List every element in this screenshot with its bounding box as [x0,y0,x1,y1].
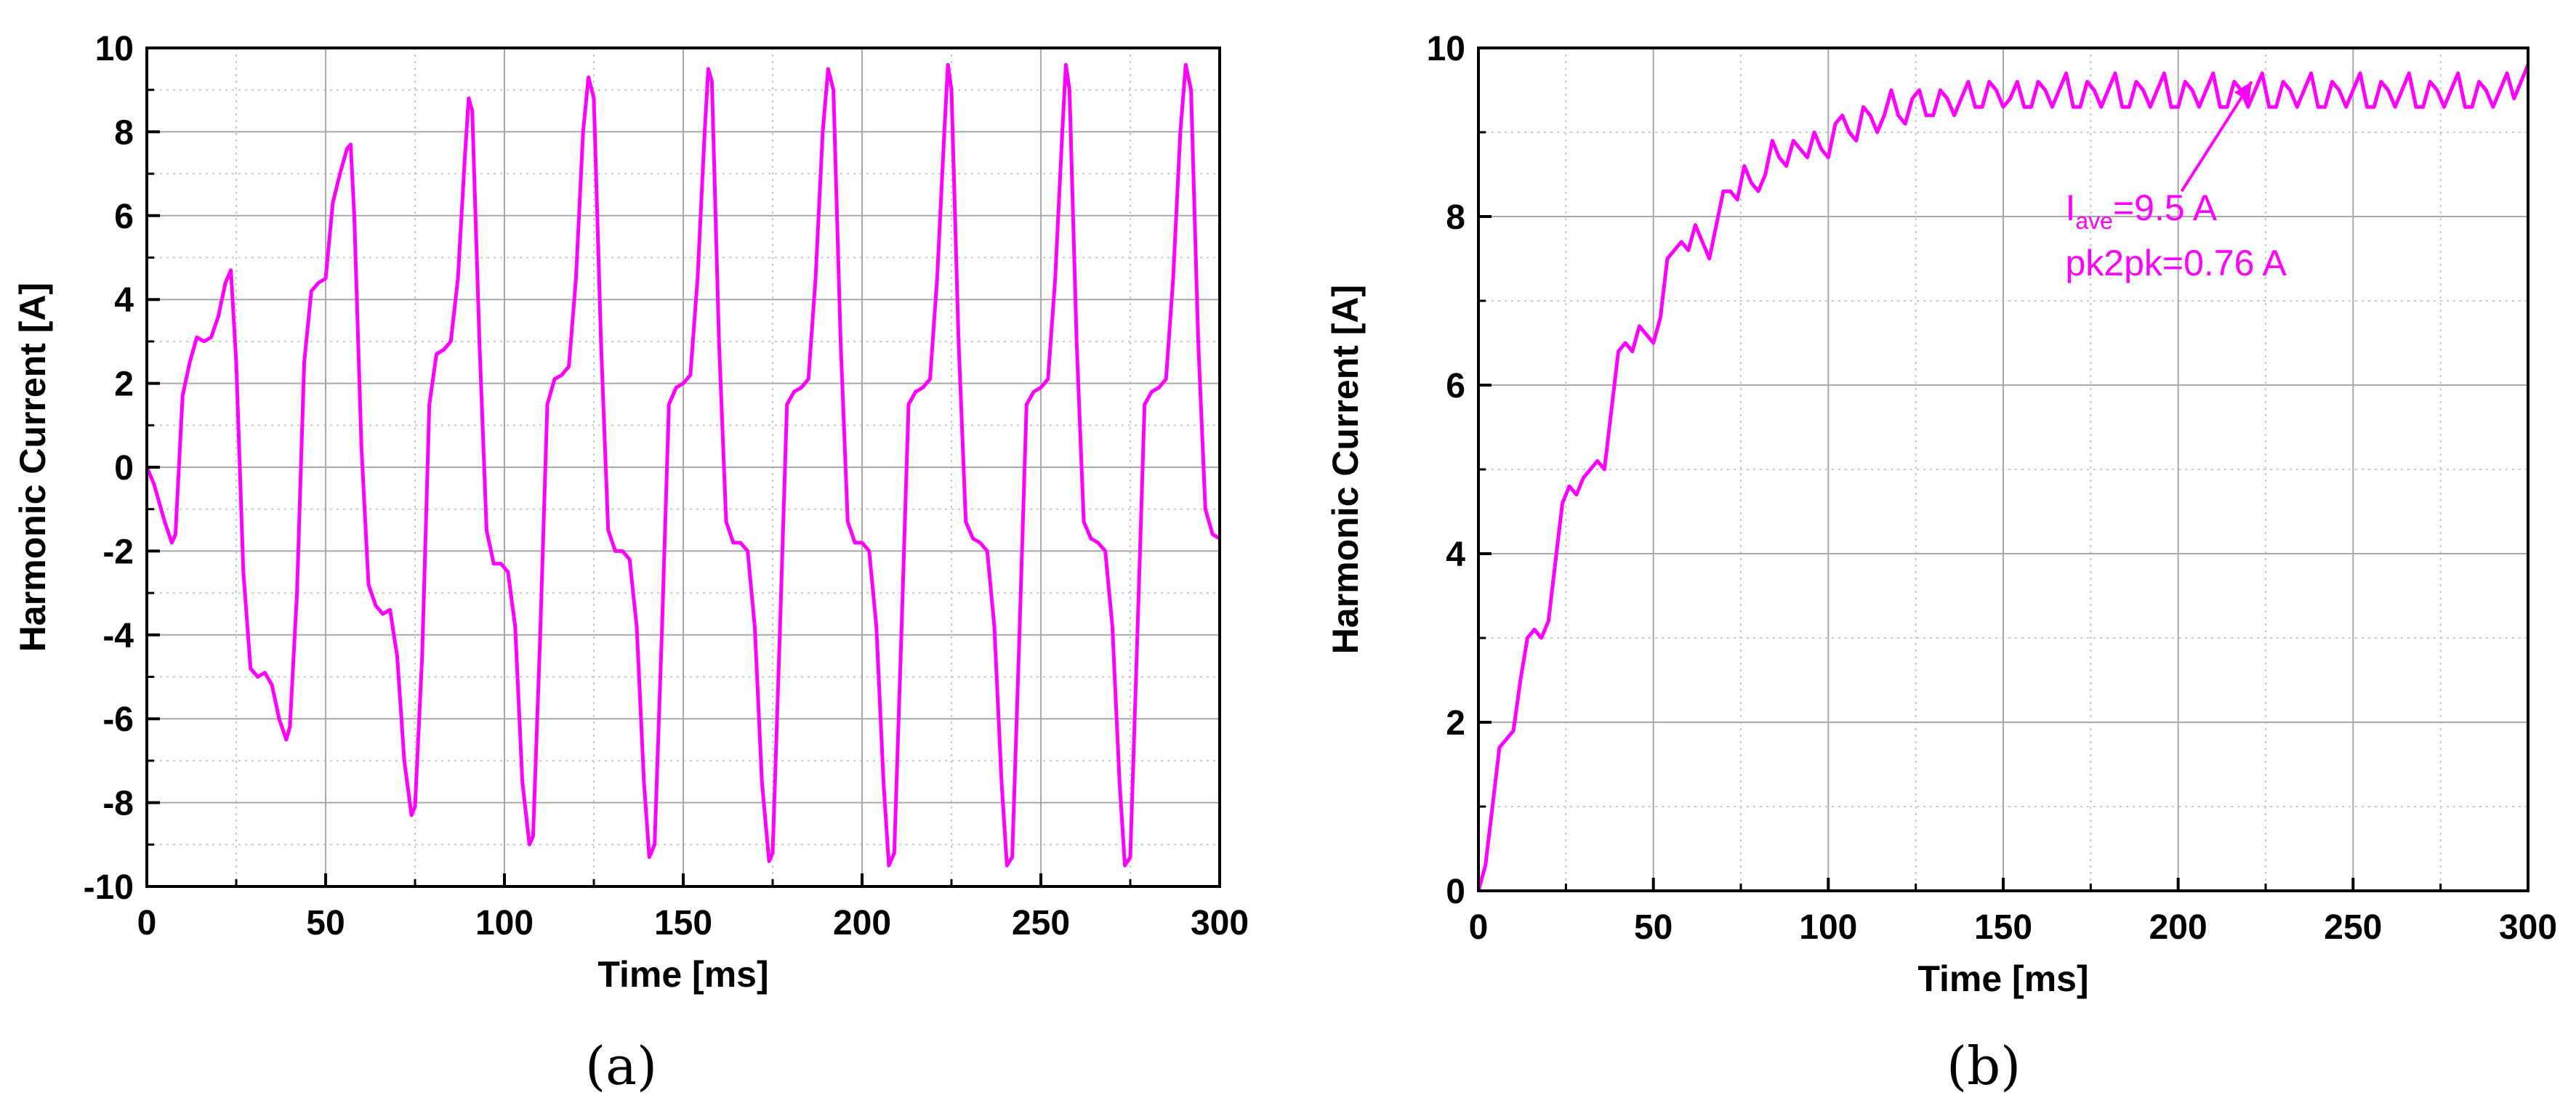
y-tick-label: 10 [1427,30,1465,68]
x-tick-label: 300 [1191,904,1249,942]
y-tick-label: 6 [1446,367,1465,405]
y-tick-label: -2 [102,533,134,571]
major-gridlines [147,48,1220,886]
y-tick-label: 6 [114,198,134,236]
y-tick-label: 8 [114,113,134,152]
x-ticks: 0 50 100 150 200 250 300 [137,873,1249,942]
x-axis-title: Time [ms] [597,954,768,995]
y-tick-label: 4 [114,281,134,320]
annotation-arrow-shaft [2180,81,2253,193]
y-tick-label: 0 [114,449,134,488]
x-tick-label: 250 [2324,908,2382,947]
annotation-arrow-head [2234,81,2252,102]
x-tick-label: 200 [833,904,891,942]
series-line-0 [145,62,1221,868]
y-ticks: -10 -8 -6 -4 -2 0 2 4 6 8 10 [84,30,160,907]
y-tick-label: -8 [102,785,134,823]
x-tick-label: 250 [1012,904,1070,942]
annotation-pk2pk: pk2pk=0.76 A [2065,243,2287,283]
chart-a: 0 50 100 150 200 250 300 -10 -8 -6 -4 -2 0 2 4 6 8 10 Time… [12,30,1249,995]
y-tick-label: 2 [1446,704,1465,743]
y-ticks: 0 2 4 6 8 10 [1427,30,1492,911]
x-axis-title: Time [ms] [1917,958,2088,999]
y-axis-title: Harmonic Current [A] [1325,285,1366,654]
y-tick-label: -6 [102,700,134,739]
y-tick-label: 4 [1446,536,1465,574]
chart-b: 0 50 100 150 200 250 300 0 2 4 6 8 10 Time [ms] Harmon… [1325,30,2557,999]
x-tick-label: 50 [1634,908,1673,947]
y-tick-label: 0 [1446,873,1465,911]
y-tick-label: 2 [114,365,134,404]
y-tick-label: 10 [95,30,134,68]
major-gridlines [1478,48,2528,891]
y-tick-label: -10 [84,868,134,907]
y-tick-label: 8 [1446,198,1465,237]
x-tick-label: 300 [2499,908,2557,947]
x-ticks: 0 50 100 150 200 250 300 [1469,878,2557,947]
y-axis-title: Harmonic Current [A] [12,283,53,652]
x-tick-label: 150 [1974,908,2032,947]
x-tick-label: 0 [1469,908,1489,947]
annotation-symbol: I [2065,187,2075,228]
x-tick-label: 150 [654,904,712,942]
x-tick-label: 50 [306,904,345,942]
annotation-value: =9.5 A [2113,187,2218,228]
annotation-subscript: ave [2075,208,2113,234]
x-tick-label: 200 [2149,908,2207,947]
annotation-average: Iave=9.5 A [2065,187,2217,234]
x-tick-label: 100 [1799,908,1857,947]
y-tick-label: -4 [102,617,134,655]
x-tick-label: 0 [137,904,157,942]
panel-label-a: (a) [585,1035,658,1096]
panel-label-b: (b) [1947,1035,2021,1096]
series-line-0 [1476,64,2530,892]
x-tick-label: 100 [475,904,534,942]
